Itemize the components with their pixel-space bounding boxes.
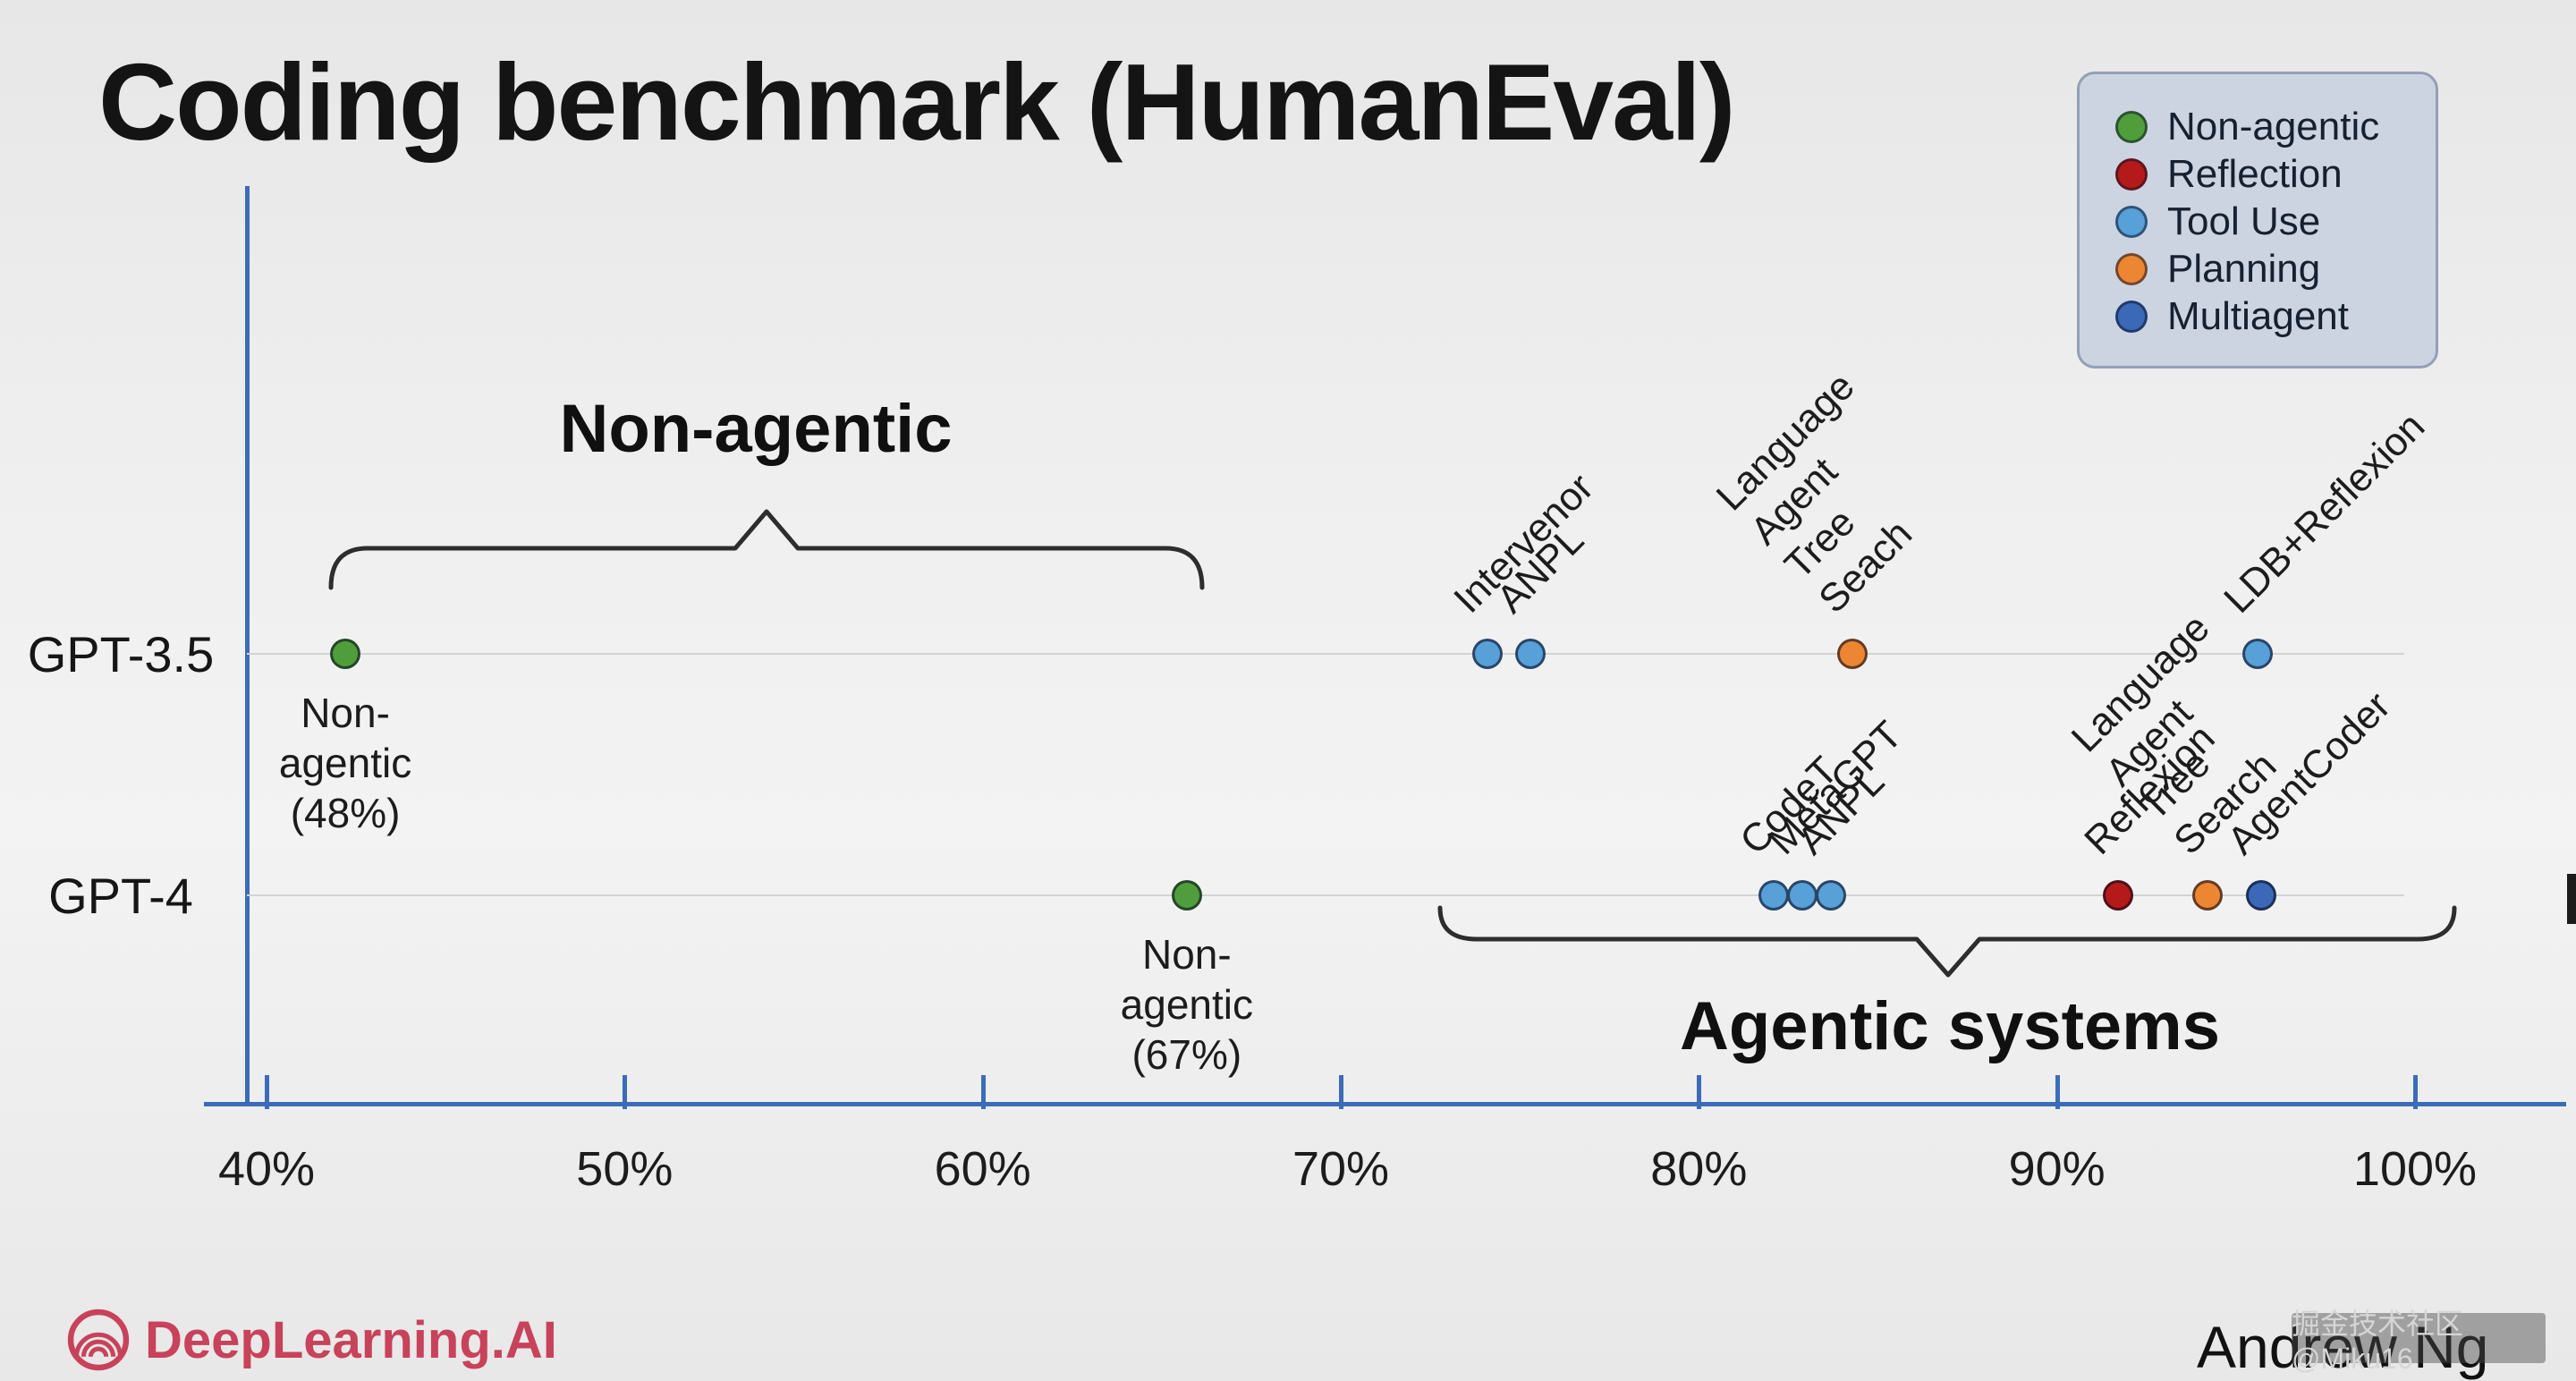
gridline-gpt-4 [247,894,2404,896]
legend-label-planning: Planning [2167,247,2321,291]
caption-gpt-3-5-non-agentic: Non- agentic (48%) [278,690,412,836]
non-agentic-label: Non-agentic [559,391,953,467]
x-tick-label-70: 70% [1292,1142,1390,1196]
slide-title: Coding benchmark (HumanEval) [98,41,1736,163]
point-gpt-4-reflexion [2102,880,2133,911]
agentic-systems-label: Agentic systems [1679,988,2221,1064]
x-tick-label-50: 50% [576,1142,674,1196]
x-tick-label-80: 80% [1650,1142,1748,1196]
point-gpt-3-5-non-agentic [330,639,361,669]
legend-item-planning: Planning [2115,247,2411,292]
legend-item-multiagent: Multiagent [2115,294,2411,339]
gridline-gpt-3-5 [247,653,2404,655]
legend-label-non-agentic: Non-agentic [2167,105,2380,148]
x-tick-label-90: 90% [2008,1142,2106,1196]
deeplearning-ai-brand: DeepLearning.AI [66,1308,557,1372]
legend-swatch-tool-use [2115,206,2148,238]
legend-swatch-planning [2115,253,2148,285]
legend-swatch-multiagent [2115,301,2148,333]
x-tick-label-40: 40% [217,1142,316,1196]
x-tick-label-60: 60% [934,1142,1031,1196]
point-gpt-4-non-agentic [1171,880,1202,911]
point-gpt-4-anpl [1816,880,1847,911]
x-tick-40 [265,1075,269,1109]
deeplearning-ai-wordmark: DeepLearning.AI [145,1310,557,1369]
y-axis-line [245,186,250,1106]
point-gpt-4-language-agent-tree-search [2191,880,2223,911]
author-name: Andrew Ng [2197,1314,2489,1380]
point-gpt-4-codet [1758,880,1790,911]
x-tick-label-100: 100% [2352,1142,2478,1196]
legend: Non-agentic Reflection Tool Use Planning Mul… [2077,72,2438,369]
point-gpt-3-5-ldb-reflexion [2241,639,2273,669]
legend-swatch-reflection [2115,158,2148,191]
x-tick-80 [1697,1075,1702,1109]
legend-item-non-agentic: Non-agentic [2115,105,2411,149]
x-tick-50 [623,1075,628,1109]
agentic-systems-brace [1437,905,2457,978]
non-agentic-brace [328,509,1205,590]
x-tick-60 [980,1075,986,1109]
legend-label-tool-use: Tool Use [2167,199,2321,243]
deeplearning-ai-logo-icon [67,1309,130,1371]
legend-label-multiagent: Multiagent [2167,294,2350,338]
x-axis-line [204,1102,2566,1106]
row-label-gpt-3-5: GPT-3.5 [27,626,215,682]
point-gpt-4-agentcoder [2245,880,2276,911]
point-gpt-3-5-language-agent-tree-seach [1837,639,1868,669]
legend-label-reflection: Reflection [2167,152,2343,196]
legend-item-reflection: Reflection [2115,152,2411,197]
x-tick-90 [2055,1075,2060,1109]
legend-item-tool-use: Tool Use [2115,199,2411,244]
right-edge-mark [2567,874,2576,924]
point-gpt-3-5-intervenor [1472,639,1504,669]
row-label-gpt-4: GPT-4 [48,868,193,924]
x-tick-70 [1338,1075,1343,1109]
legend-swatch-non-agentic [2115,111,2148,143]
caption-gpt-3-5-language-agent-tree-seach: Language Agent Tree Seach [1708,364,1921,622]
caption-gpt-3-5-ldb-reflexion: LDB+Reflexion [2216,403,2434,622]
x-tick-100 [2412,1075,2418,1109]
point-gpt-3-5-anpl [1515,639,1546,669]
watermark: 掘金技术社区 @Miku16 [2292,1308,2546,1375]
caption-gpt-4-non-agentic: Non- agentic (67%) [1120,931,1254,1078]
